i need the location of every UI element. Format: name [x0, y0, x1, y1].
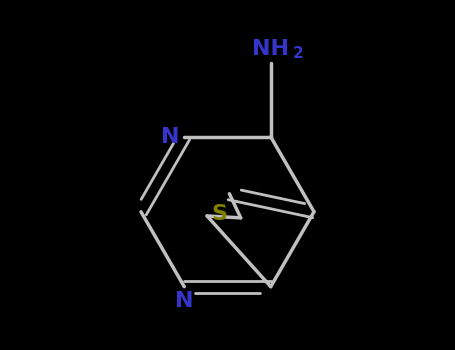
Text: S: S	[212, 204, 228, 224]
Text: N: N	[175, 291, 193, 311]
Text: N: N	[162, 127, 180, 147]
Text: NH: NH	[252, 39, 289, 59]
Text: 2: 2	[293, 46, 304, 61]
